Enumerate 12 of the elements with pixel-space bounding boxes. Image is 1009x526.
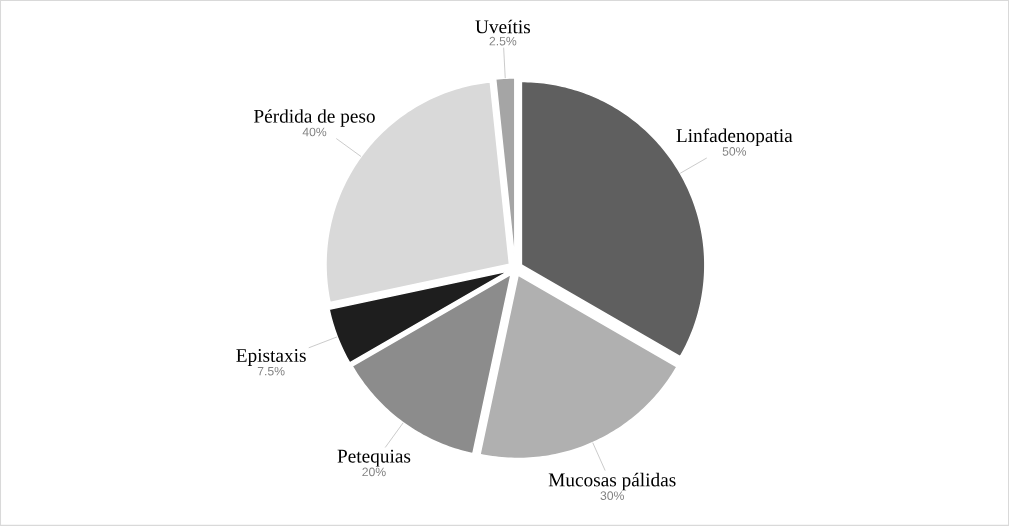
data-label: 20% (362, 467, 386, 477)
slice-label: Pérdida de peso (253, 109, 375, 127)
slice-label: Uveítis (475, 19, 531, 34)
data-label: 2.5% (489, 36, 517, 46)
data-label: 7.5% (257, 366, 285, 376)
data-label: 40% (302, 127, 327, 137)
data-label: 30% (600, 491, 624, 501)
slice-label: Petequias (337, 449, 411, 467)
data-label: 50% (722, 147, 747, 156)
slice-label: Epistaxis (236, 349, 306, 366)
slice-label: Linfadenopatia (676, 128, 793, 147)
slice-label: Mucosas pálidas (548, 472, 676, 491)
